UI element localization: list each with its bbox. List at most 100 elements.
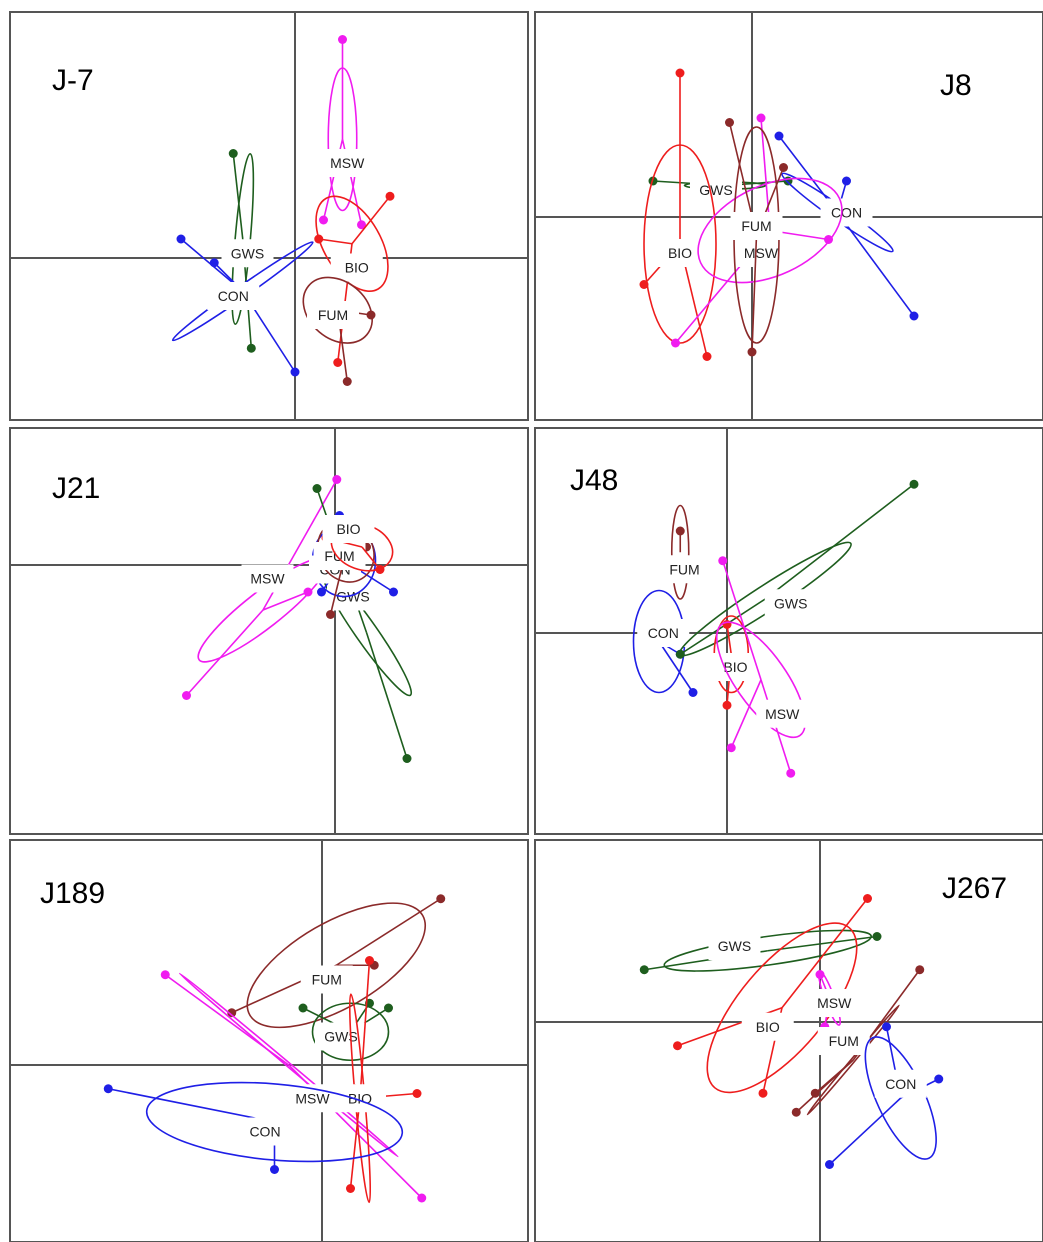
con-point [317, 587, 326, 597]
msw-point [182, 691, 191, 700]
con-label: CON [249, 1124, 280, 1140]
panel-plot-area: FUM CON GWS BIO MSW [535, 428, 1043, 834]
gws-spoke [764, 483, 915, 600]
fum-label: FUM [318, 307, 348, 323]
con-label: CON [648, 625, 679, 641]
fum-label-box [307, 301, 359, 329]
msw-point [319, 215, 328, 225]
panel-plot-area: GWS CON MSW BIO FUM [10, 12, 528, 420]
con-point [103, 1084, 113, 1094]
panel-frame [9, 11, 529, 421]
bio-point [675, 68, 685, 78]
bio-spoke [359, 960, 371, 1099]
fum-point [326, 610, 335, 619]
con-label-box [637, 619, 690, 647]
msw-label: MSW [330, 155, 365, 171]
con-point [270, 1165, 279, 1174]
fum-ellipse [806, 1004, 900, 1116]
bio-spoke [781, 898, 869, 1009]
con-point [909, 311, 919, 321]
con-label: CON [831, 205, 862, 221]
gws-point [675, 649, 685, 659]
fum-label-box [300, 965, 353, 994]
fum-ellipse [246, 902, 427, 1029]
gws-spoke [232, 153, 244, 240]
fum-label: FUM [669, 561, 699, 577]
msw-spoke [730, 679, 762, 749]
fum-point [915, 965, 925, 975]
con-point [882, 1022, 891, 1032]
panel-j21: MSWGWSCONFUMBIOJ21 [9, 427, 529, 835]
panel-frame [9, 839, 529, 1242]
panel-title: J267 [942, 872, 1007, 905]
fum-label: FUM [829, 1033, 859, 1049]
gws-label: GWS [231, 245, 264, 261]
gws-label: GWS [774, 595, 807, 611]
bio-point [412, 1089, 422, 1098]
panel-frame [9, 427, 529, 835]
bio-point [722, 700, 732, 710]
gws-label-box [708, 932, 761, 960]
con-ellipse [145, 1081, 404, 1163]
gws-point [246, 343, 256, 353]
msw-ellipse [178, 972, 399, 1158]
msw-label-box [756, 699, 809, 728]
panel-j48: FUM CON GWS BIO MSW J48 [534, 427, 1043, 835]
msw-label-box [241, 564, 294, 593]
panel-title: J48 [570, 464, 618, 497]
msw-point [160, 970, 170, 980]
msw-label: MSW [765, 706, 800, 722]
fum-ellipse [302, 276, 373, 344]
panel-title: J189 [40, 877, 105, 910]
bio-point [346, 1184, 355, 1193]
bio-point [375, 565, 385, 574]
gws-point [312, 484, 322, 493]
gws-point [402, 754, 412, 763]
con-label: CON [885, 1076, 916, 1092]
msw-spoke [185, 609, 264, 697]
bio-label: BIO [756, 1019, 780, 1035]
msw-point [417, 1193, 427, 1203]
msw-ellipse [697, 177, 843, 284]
msw-point [718, 556, 728, 566]
fum-spoke [751, 234, 758, 353]
fum-point [779, 163, 788, 172]
fum-label-box [730, 212, 783, 240]
con-point [290, 367, 300, 377]
msw-point [357, 220, 366, 230]
con-point [934, 1074, 944, 1084]
panel-frame [534, 839, 1043, 1242]
con-label-box [207, 282, 260, 310]
fum-point [810, 1088, 820, 1098]
msw-spoke [721, 560, 762, 680]
bio-label-box [330, 253, 383, 282]
con-spoke [836, 212, 915, 317]
con-spoke [108, 1087, 275, 1123]
con-label-box [239, 1117, 291, 1146]
bio-point [758, 1088, 768, 1098]
panel-j8: GWS CON BIO MSW FUM J8 [534, 11, 1043, 421]
con-point [389, 587, 398, 597]
msw-label: MSW [295, 1090, 330, 1106]
fum-spoke [814, 1059, 854, 1094]
panel-plot-area: GWS BIO MSW FUM CON [535, 840, 1043, 1242]
bio-point [385, 191, 395, 201]
fum-label: FUM [741, 218, 771, 234]
fum-label-box [817, 1027, 870, 1055]
msw-label-box [808, 989, 861, 1017]
fum-point [747, 347, 757, 357]
msw-ellipse [715, 621, 807, 739]
gws-spoke [767, 935, 878, 952]
bio-label: BIO [345, 260, 369, 276]
panel-title: J21 [52, 472, 100, 505]
gws-point [909, 479, 919, 489]
msw-point [671, 338, 680, 348]
fum-spoke [335, 898, 442, 966]
bio-spoke [318, 238, 353, 245]
msw-label: MSW [250, 571, 285, 587]
bio-spoke [726, 624, 733, 655]
con-label-box [820, 198, 873, 227]
